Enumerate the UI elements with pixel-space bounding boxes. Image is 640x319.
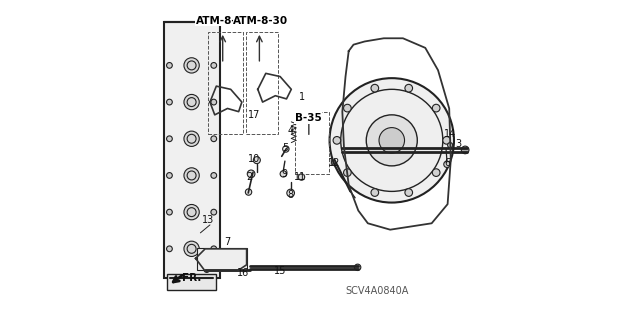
Circle shape: [444, 161, 450, 167]
Bar: [208, 32, 243, 134]
Circle shape: [211, 246, 217, 252]
Circle shape: [184, 58, 199, 73]
Text: 16: 16: [237, 268, 249, 278]
Circle shape: [166, 136, 172, 142]
Circle shape: [405, 189, 413, 197]
Text: 6: 6: [445, 158, 451, 168]
Text: ATM-8-30: ATM-8-30: [234, 16, 289, 26]
Text: 5: 5: [282, 143, 289, 153]
Circle shape: [184, 131, 199, 146]
Circle shape: [204, 267, 210, 272]
Text: 14: 14: [444, 129, 456, 139]
Circle shape: [184, 241, 199, 256]
Text: 17: 17: [248, 110, 260, 120]
Text: 8: 8: [287, 189, 294, 200]
Circle shape: [211, 63, 217, 68]
Circle shape: [253, 157, 260, 164]
Text: 9: 9: [282, 169, 288, 179]
Circle shape: [355, 264, 361, 271]
Circle shape: [280, 171, 287, 177]
Text: 11: 11: [294, 172, 307, 182]
Bar: [197, 248, 246, 270]
Text: 1: 1: [300, 92, 305, 102]
Circle shape: [433, 169, 440, 176]
Circle shape: [333, 137, 340, 144]
Circle shape: [184, 94, 199, 110]
Text: ATM-8-30: ATM-8-30: [196, 16, 252, 26]
Text: SCV4A0840A: SCV4A0840A: [346, 286, 409, 296]
Circle shape: [184, 168, 199, 183]
Circle shape: [371, 84, 379, 92]
Circle shape: [166, 63, 172, 68]
Circle shape: [287, 189, 294, 197]
Bar: [164, 22, 220, 278]
Circle shape: [166, 246, 172, 252]
Bar: [167, 274, 216, 290]
Circle shape: [184, 204, 199, 220]
Text: 4: 4: [287, 126, 294, 136]
Text: 12: 12: [328, 158, 340, 168]
Text: B-35: B-35: [294, 113, 321, 123]
Circle shape: [366, 115, 417, 166]
Text: 7: 7: [225, 237, 230, 248]
Bar: [246, 32, 278, 134]
Circle shape: [247, 170, 255, 178]
Circle shape: [298, 174, 305, 180]
Circle shape: [447, 143, 452, 148]
Text: FR.: FR.: [182, 273, 201, 283]
Circle shape: [332, 158, 340, 166]
Bar: [295, 112, 328, 174]
Circle shape: [443, 137, 451, 144]
Circle shape: [461, 146, 469, 154]
Circle shape: [211, 173, 217, 178]
Circle shape: [211, 99, 217, 105]
Text: 3: 3: [456, 138, 462, 149]
Circle shape: [344, 104, 351, 112]
Text: 2: 2: [246, 172, 253, 182]
Circle shape: [379, 128, 404, 153]
Circle shape: [211, 136, 217, 142]
Text: 15: 15: [274, 266, 286, 276]
Circle shape: [166, 209, 172, 215]
Circle shape: [371, 189, 379, 197]
Text: 13: 13: [202, 215, 214, 225]
Circle shape: [433, 104, 440, 112]
Circle shape: [245, 189, 252, 195]
Circle shape: [405, 84, 413, 92]
Circle shape: [166, 99, 172, 105]
Circle shape: [344, 169, 351, 176]
Text: 10: 10: [248, 154, 260, 165]
Circle shape: [211, 209, 217, 215]
Circle shape: [330, 78, 454, 203]
Circle shape: [166, 173, 172, 178]
